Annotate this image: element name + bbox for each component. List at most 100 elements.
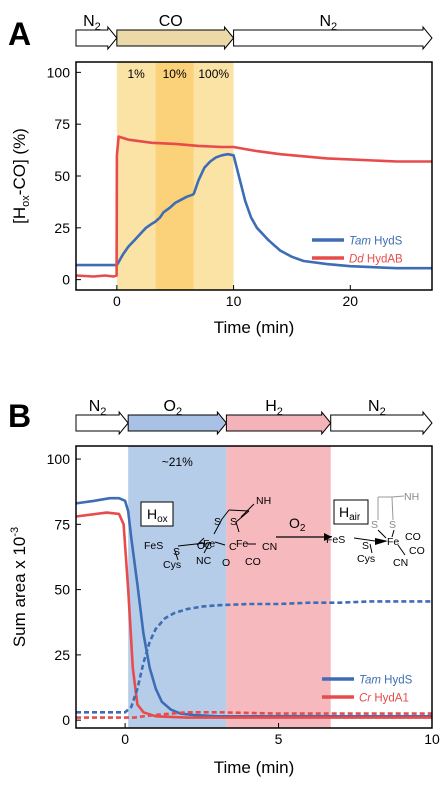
panel-a-x-axis-title: Time (min) [214, 318, 295, 337]
atom-co-distal: CO [245, 556, 261, 568]
hox-box [140, 501, 174, 527]
panel-a: A N2 CO N2 1% 10% 100% 0 10 20 0 25 50 75 100 Tam H… [8, 13, 433, 337]
reaction-arrow-head [324, 533, 332, 541]
reaction-arrow-label: O2 [289, 515, 306, 534]
atom-oc: OC [197, 541, 212, 552]
panel-a-gas-arrows: N2 CO N2 [75, 13, 433, 51]
gas-arrow-0 [75, 25, 118, 51]
panel-b-plot-frame [75, 445, 433, 729]
atom-nh-grey: NH [404, 491, 419, 503]
y-tick-label-100: 100 [47, 64, 71, 80]
atom-cn-distal: CN [262, 541, 277, 553]
x-tick-label-5: 5 [275, 731, 283, 747]
panel-a-axis-ticks: 0 10 20 0 25 50 75 100 [47, 64, 359, 309]
gas-arrow-label-3: N2 [368, 398, 386, 418]
y-tick-label-0: 0 [62, 272, 70, 288]
y-tick-label-25: 25 [54, 647, 70, 663]
gas-arrow-0 [75, 410, 129, 436]
atom-s-grey-1: S [371, 519, 378, 531]
atom-s-bridge-2: S [230, 516, 237, 528]
y-tick-label-75: 75 [54, 516, 70, 532]
hair-wedge-bond [375, 538, 388, 545]
atom-nc: NC [196, 555, 212, 567]
atom-s-cys-right: S [362, 540, 369, 552]
atom-co-right-2: CO [409, 545, 425, 557]
atom-fe-distal: Fe [236, 538, 248, 550]
gas-arrow-label-1: O2 [163, 398, 182, 418]
series-line-1 [76, 511, 432, 719]
series-line-2 [76, 600, 432, 714]
series-line-0 [76, 152, 432, 270]
atom-cys-right: Cys [357, 553, 375, 565]
gas-arrow-label-1: CO [159, 13, 183, 30]
gas-arrow-label-0: N2 [89, 398, 107, 418]
panel-b-label: B [8, 398, 31, 434]
band-label-2: 100% [198, 67, 229, 81]
panel-a-concentration-bands: 1% 10% 100% [116, 62, 234, 290]
band-label-0: ~21% [162, 455, 193, 469]
hox-structure-bonds [174, 503, 256, 561]
panel-b-y-axis-title: Sum area x 10-3 [9, 527, 29, 647]
x-tick-label-10: 10 [226, 293, 242, 309]
atom-bridging-o: O [222, 557, 230, 569]
panel-a-series [76, 135, 432, 278]
panel-a-y-axis-title: [Hox-CO] (%) [10, 128, 32, 224]
gas-arrow-2 [233, 25, 433, 51]
atom-fe-proximal: Fe [203, 538, 215, 550]
gas-arrow-2 [225, 410, 332, 436]
y-tick-label-100: 100 [47, 451, 71, 467]
x-tick-label-0: 0 [113, 293, 121, 309]
atom-nh-left: NH [256, 495, 271, 507]
panel-b-x-axis-title: Time (min) [214, 758, 295, 777]
gas-arrow-1 [127, 410, 228, 436]
gas-arrow-label-2: N2 [319, 13, 337, 33]
x-tick-label-0: 0 [121, 731, 129, 747]
hair-label: Hair [339, 504, 361, 523]
hair-structure-grey-bonds [377, 495, 405, 521]
atom-cys-left: Cys [163, 559, 181, 571]
band-label-0: 1% [127, 67, 145, 81]
atom-s-bridge-1: S [214, 516, 221, 528]
atom-fes-right: FeS [326, 534, 345, 546]
panel-a-label: A [8, 16, 31, 52]
legend-a-label-tam-hyds: Tam HydS [349, 236, 403, 248]
y-tick-label-75: 75 [54, 116, 70, 132]
panel-b-gas-bands: ~21% [128, 446, 331, 728]
gas-arrow-label-2: H2 [265, 398, 283, 418]
band-label-1: 10% [163, 67, 187, 81]
panel-a-plot-frame [75, 61, 433, 291]
atom-s-grey-2: S [389, 519, 396, 531]
panel-a-legend: Tam HydS Dd HydAB [312, 236, 403, 266]
gas-arrow-label-0: N2 [83, 13, 101, 33]
legend-b-label-cr-hyda1: Cr HydA1 [359, 693, 409, 705]
panel-b-legend: Tam HydS Cr HydA1 [322, 675, 413, 705]
gas-arrow-1 [116, 25, 235, 51]
atom-s-cys-left: S [173, 546, 180, 558]
x-tick-label-20: 20 [343, 293, 359, 309]
y-tick-label-50: 50 [54, 582, 70, 598]
legend-b-label-tam-hyds: Tam HydS [359, 675, 413, 687]
atom-fes-left: FeS [144, 540, 163, 552]
y-tick-label-25: 25 [54, 220, 70, 236]
y-tick-label-0: 0 [62, 712, 70, 728]
atom-bridging-c: C [229, 541, 237, 553]
x-tick-label-10: 10 [424, 731, 440, 747]
panel-b-gas-arrows: N2 O2 H2 N2 [75, 398, 433, 436]
hox-label: Hox [147, 506, 168, 525]
reaction-scheme: Hox OC FeS S Cys Fe NC C [140, 491, 425, 571]
hair-box [333, 499, 369, 525]
atom-fe-right: Fe [387, 536, 399, 548]
hair-structure-bonds [353, 529, 406, 556]
atom-co-right-1: CO [405, 531, 421, 543]
panel-b-series [76, 496, 432, 719]
gas-arrow-3 [330, 410, 433, 436]
atom-cn-right: CN [393, 557, 408, 569]
band-1 [155, 62, 194, 290]
band-1 [226, 446, 331, 728]
band-0 [128, 446, 227, 728]
legend-a-label-dd-hydab: Dd HydAB [349, 254, 403, 266]
y-tick-label-50: 50 [54, 168, 70, 184]
